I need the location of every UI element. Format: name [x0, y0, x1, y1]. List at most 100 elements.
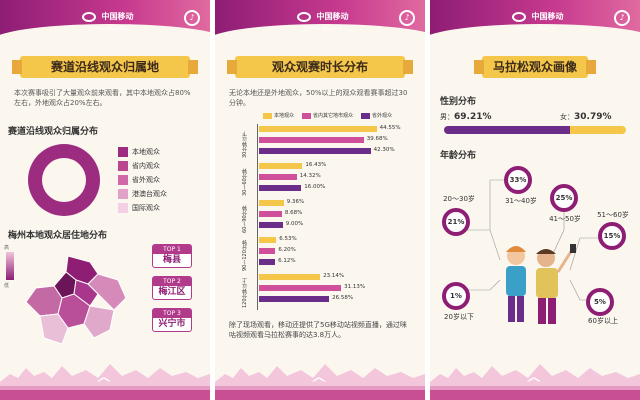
age-label: 20～30岁	[443, 195, 475, 203]
city-skyline-icon	[430, 364, 640, 400]
top3-card: TOP 3 兴宁市	[152, 308, 192, 332]
legend-label: 港澳台观众	[132, 190, 167, 198]
map-district	[73, 279, 99, 307]
bar	[259, 174, 297, 180]
legend-swatch	[118, 189, 128, 199]
bar	[259, 296, 330, 302]
runners-selfie-illustration	[506, 244, 576, 324]
legend-item: 省内其它地市观众	[302, 112, 353, 119]
section-banner: 赛道沿线观众归属地	[12, 56, 198, 78]
legend-label: 省内观众	[132, 162, 160, 170]
top2-card: TOP 2 梅江区	[152, 276, 192, 300]
top-name: 梅江区	[158, 287, 186, 297]
sex-ratio-bar	[444, 126, 626, 134]
china-mobile-logo: 中国移动 China Mobile	[508, 6, 568, 32]
bar	[259, 126, 377, 132]
legend-item: 省外观众	[118, 174, 167, 186]
chart-title: 赛道沿线观众归属分布	[8, 127, 99, 137]
music-toggle-icon[interactable]: ♪	[184, 10, 200, 26]
header-bar: 中国移动 China Mobile ♪	[0, 0, 210, 60]
top-name: 梅县	[162, 255, 181, 265]
bar	[259, 211, 282, 217]
legend-swatch	[263, 112, 272, 119]
legend-label: 省外观众	[372, 113, 393, 119]
china-mobile-logo: 中国移动 China Mobile	[78, 6, 138, 32]
intro-text: 本次赛事吸引了大量观众前来观看，其中本地观众占80%左右，外地观众占20%左右。	[14, 89, 191, 107]
map-title: 梅州本地观众居住地分布	[8, 231, 108, 241]
female-value: 30.79%	[574, 112, 612, 122]
brand-en: China Mobile	[88, 26, 128, 32]
bar-value-label: 6.53%	[279, 236, 297, 242]
legend-label: 本地观众	[132, 148, 160, 156]
brand-cn: 中国移动	[316, 12, 349, 21]
legend-item: 本地观众	[263, 112, 294, 119]
bar	[259, 185, 302, 191]
bar-value-label: 8.68%	[284, 210, 303, 216]
female-stat: 女：30.79%	[560, 112, 612, 122]
meizhou-map	[25, 255, 127, 345]
music-toggle-icon[interactable]: ♪	[614, 10, 630, 26]
panel-watch-duration: 中国移动 China Mobile ♪ 观众观赛时长分布 无论本地还是外地观众，…	[215, 0, 425, 400]
map-district	[39, 313, 69, 345]
age-bubble-over-60: 5%	[586, 288, 614, 316]
bar-value-label: 39.68%	[366, 136, 388, 142]
male-value: 69.21%	[454, 112, 492, 122]
y-axis	[257, 124, 258, 310]
panel-audience-origin: 中国移动 China Mobile ♪ 赛道沿线观众归属地 本次赛事吸引了大量观…	[0, 0, 210, 400]
top-tag: TOP 3	[153, 309, 191, 318]
duration-legend: 本地观众 省内其它地市观众 省外观众	[263, 112, 392, 119]
bar	[259, 248, 276, 254]
bar-value-label: 6.12%	[278, 258, 296, 264]
female-bar	[569, 126, 626, 134]
age-bubble-under-20: 1%	[442, 282, 470, 310]
legend-swatch	[118, 203, 128, 213]
header-wave	[0, 24, 210, 60]
next-page-chevron-icon[interactable]: ^	[524, 376, 544, 392]
next-page-chevron-icon[interactable]: ^	[309, 376, 329, 392]
legend-item: 港澳台观众	[118, 188, 167, 200]
bar-value-label: 23.14%	[323, 273, 345, 279]
next-page-chevron-icon[interactable]: ^	[94, 376, 114, 392]
legend-label: 省外观众	[132, 176, 160, 184]
age-label: 41～50岁	[549, 215, 581, 223]
age-bubble-31-40: 33%	[504, 166, 532, 194]
bar	[259, 200, 284, 206]
bar	[259, 222, 283, 228]
legend-swatch	[118, 161, 128, 171]
origin-donut-chart	[28, 144, 100, 216]
bar-value-label: 16.43%	[305, 162, 327, 168]
brand-en: China Mobile	[518, 26, 558, 32]
map-district	[25, 285, 63, 317]
male-label: 男：	[440, 113, 454, 121]
age-bubble-41-50: 25%	[550, 184, 578, 212]
bar	[259, 237, 277, 243]
age-label: 20岁以下	[444, 313, 474, 321]
section-banner: 观众观赛时长分布	[227, 56, 413, 78]
bar-value-label: 9.00%	[285, 221, 304, 227]
music-toggle-icon[interactable]: ♪	[399, 10, 415, 26]
bar	[259, 259, 276, 265]
top1-card: TOP 1 梅县	[152, 244, 192, 268]
male-stat: 男：69.21%	[440, 112, 492, 122]
bar	[259, 163, 303, 169]
bar-value-label: 42.30%	[373, 147, 395, 153]
bar-value-label: 9.36%	[286, 199, 305, 205]
legend-swatch	[118, 147, 128, 157]
bar-value-label: 6.20%	[278, 247, 296, 253]
legend-label: 省内其它地市观众	[313, 113, 354, 119]
map-scale-bar	[6, 252, 14, 280]
china-mobile-logo: 中国移动 China Mobile	[293, 6, 353, 32]
legend-swatch	[361, 112, 371, 119]
legend-item: 省外观众	[361, 112, 392, 119]
header-wave	[430, 24, 640, 60]
bar-value-label: 26.58%	[332, 295, 354, 301]
legend-label: 国际观众	[132, 204, 160, 212]
legend-swatch	[118, 175, 128, 185]
china-mobile-logo-icon	[512, 11, 527, 22]
panel-audience-profile: 中国移动 China Mobile ♪ 马拉松观众画像 性别分布 男：69.21…	[430, 0, 640, 400]
age-title: 年龄分布	[440, 151, 477, 161]
legend-swatch	[302, 112, 312, 119]
age-label: 60岁以上	[588, 317, 618, 325]
donut-hole	[42, 158, 86, 202]
